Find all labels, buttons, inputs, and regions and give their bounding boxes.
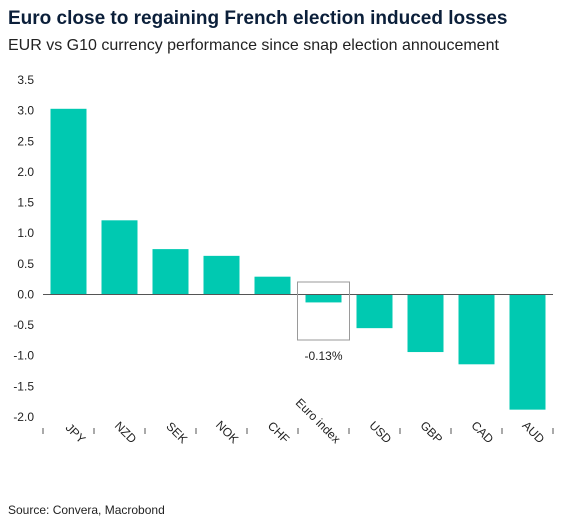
y-tick-label: 0.5 [17, 257, 34, 271]
y-tick-label: 2.5 [17, 134, 34, 148]
bar-nzd [101, 220, 138, 295]
y-tick-label: -1.5 [13, 379, 34, 393]
x-category-label: GBP [417, 418, 445, 446]
bar-gbp [407, 294, 444, 353]
y-tick-label: 3.5 [17, 73, 34, 87]
y-tick-label: -0.5 [13, 318, 34, 332]
x-category-label: NOK [213, 418, 241, 446]
bar-nok [203, 255, 240, 295]
x-category-label: CHF [265, 419, 292, 446]
highlight-annotation: -0.13% [297, 281, 350, 363]
y-axis: 3.5 3.0 2.5 2.0 1.5 1.0 0.5 0.0 -0.5 -1.0 -1.5 -2.0 [13, 73, 34, 424]
x-category-label: SEK [163, 419, 190, 446]
y-tick-label: 2.0 [17, 165, 34, 179]
bar-usd [356, 294, 393, 329]
bar-aud [509, 294, 546, 410]
y-tick-label: 1.5 [17, 196, 34, 210]
bars [50, 108, 546, 410]
y-tick-label: 0.0 [17, 287, 34, 301]
chart-subtitle: EUR vs G10 currency performance since sn… [8, 37, 499, 54]
bar-sek [152, 249, 189, 295]
y-tick-label: 1.0 [17, 226, 34, 240]
bar-cad [458, 294, 495, 365]
source-note: Source: Convera, Macrobond [8, 503, 165, 517]
x-category-label: Euro index [293, 396, 343, 446]
highlight-box [297, 281, 350, 341]
y-tick-label: -1.0 [13, 349, 34, 363]
bar-euro-index [305, 294, 342, 303]
highlight-label: -0.13% [304, 349, 342, 363]
x-category-label: NZD [112, 419, 140, 447]
x-category-label: JPY [63, 421, 88, 446]
y-tick-label: 3.0 [17, 104, 34, 118]
x-category-label: USD [366, 418, 394, 446]
bar-chf [254, 276, 291, 295]
bar-jpy [50, 108, 87, 295]
chart-title: Euro close to regaining French election … [8, 8, 508, 29]
y-tick-label: -2.0 [13, 410, 34, 424]
x-category-label: CAD [468, 418, 496, 446]
x-category-label: AUD [519, 418, 547, 446]
